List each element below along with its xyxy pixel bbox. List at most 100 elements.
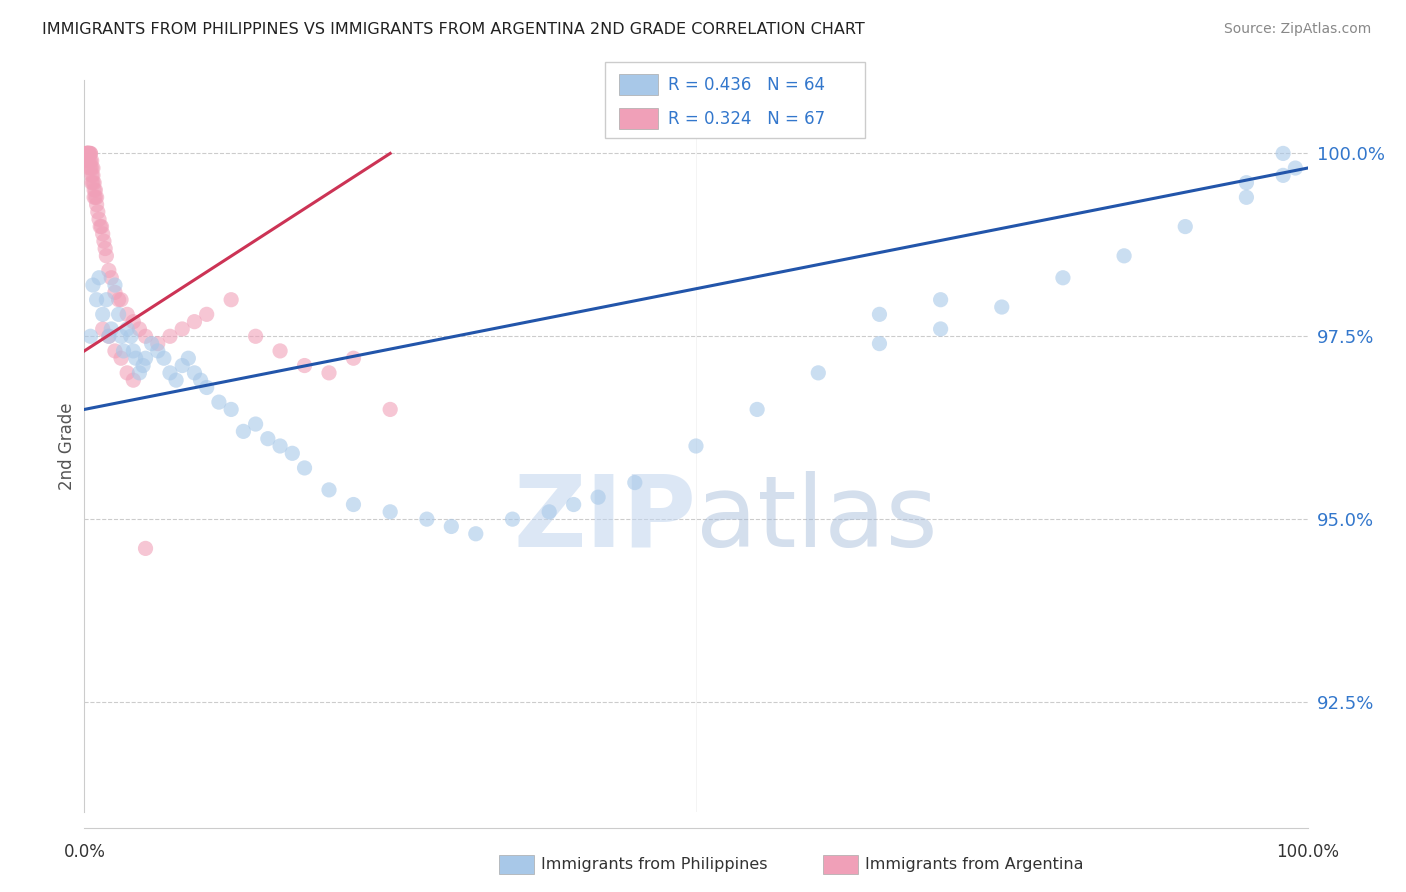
Point [380, 402, 402, 417]
Point [586, 490, 609, 504]
Point [440, 519, 463, 533]
Point [91, 307, 114, 321]
Point [110, 329, 132, 343]
Point [97, 263, 120, 277]
Text: ZIP: ZIP [513, 471, 696, 567]
Point [294, 461, 316, 475]
Point [685, 439, 707, 453]
Point [146, 343, 169, 358]
Point [146, 336, 169, 351]
Point [77, 146, 100, 161]
Point [128, 366, 150, 380]
Point [380, 505, 402, 519]
Point [135, 329, 157, 343]
Text: Immigrants from Philippines: Immigrants from Philippines [541, 857, 768, 871]
Point [624, 475, 647, 490]
Point [245, 417, 267, 431]
Point [159, 329, 181, 343]
Point [502, 512, 524, 526]
Point [76, 146, 98, 161]
Point [120, 329, 142, 343]
Point [76, 146, 98, 161]
Point [257, 432, 280, 446]
Point [115, 307, 138, 321]
Point [219, 293, 242, 307]
Point [89, 219, 111, 234]
Y-axis label: 2nd Grade: 2nd Grade [58, 402, 76, 490]
Point [80, 169, 103, 183]
Point [107, 307, 129, 321]
Point [869, 307, 891, 321]
Point [318, 483, 340, 497]
Point [79, 329, 101, 343]
Point [77, 146, 100, 161]
Point [281, 446, 304, 460]
Point [183, 366, 205, 380]
Point [294, 359, 316, 373]
Point [1284, 161, 1306, 175]
Point [94, 242, 117, 256]
Point [562, 498, 585, 512]
Point [122, 343, 145, 358]
Point [79, 153, 101, 168]
Point [125, 351, 148, 366]
Point [77, 153, 100, 168]
Point [538, 505, 561, 519]
Point [91, 227, 114, 241]
Point [929, 322, 952, 336]
Point [91, 322, 114, 336]
Point [77, 146, 100, 161]
Point [342, 351, 364, 366]
Point [79, 146, 101, 161]
Text: atlas: atlas [696, 471, 938, 567]
Point [269, 343, 291, 358]
Text: Immigrants from Argentina: Immigrants from Argentina [865, 857, 1083, 871]
Point [86, 190, 108, 204]
Point [100, 322, 122, 336]
Point [1052, 270, 1074, 285]
Point [110, 293, 132, 307]
Point [97, 329, 120, 343]
Point [1114, 249, 1136, 263]
Point [82, 169, 104, 183]
Point [1174, 219, 1197, 234]
Point [77, 161, 100, 175]
Point [416, 512, 439, 526]
Point [82, 278, 104, 293]
Point [232, 425, 254, 439]
Point [172, 322, 194, 336]
Point [269, 439, 291, 453]
Point [165, 373, 187, 387]
Point [122, 315, 145, 329]
Point [80, 176, 103, 190]
Point [96, 249, 118, 263]
Point [90, 219, 112, 234]
Point [110, 351, 132, 366]
Point [77, 146, 100, 161]
Point [87, 205, 110, 219]
Point [104, 278, 127, 293]
Point [807, 366, 830, 380]
Point [80, 161, 103, 175]
Point [84, 190, 107, 204]
Point [1236, 190, 1258, 204]
Point [96, 293, 118, 307]
Point [112, 343, 135, 358]
Point [318, 366, 340, 380]
Point [115, 366, 138, 380]
Point [87, 270, 110, 285]
Point [76, 146, 98, 161]
Point [83, 190, 105, 204]
Point [869, 336, 891, 351]
Point [177, 351, 200, 366]
Point [195, 380, 218, 394]
Point [86, 197, 108, 211]
Point [122, 373, 145, 387]
Point [190, 373, 212, 387]
Point [464, 526, 486, 541]
Point [76, 146, 98, 161]
Point [115, 322, 138, 336]
Point [77, 146, 100, 161]
Point [107, 293, 129, 307]
Point [141, 336, 163, 351]
